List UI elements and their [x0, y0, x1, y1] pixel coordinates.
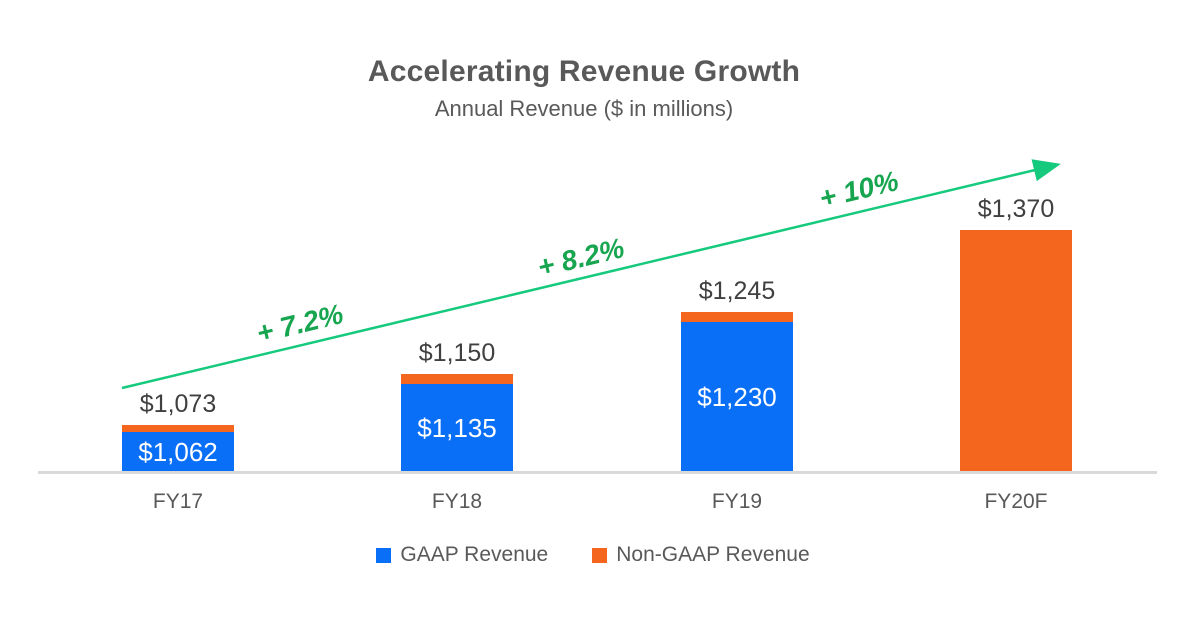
bar-fy20f [960, 229, 1072, 473]
growth-label-fy18-fy19: + 8.2% [534, 232, 628, 283]
category-label-fy19: FY19 [711, 490, 763, 513]
total-value-label: $1,150 [418, 339, 496, 368]
bar-segment-nongaap [122, 425, 234, 433]
category-label-fy20f: FY20F [984, 490, 1048, 513]
bar-fy19: $1,230 [681, 312, 793, 473]
bar-segment-gaap: $1,135 [401, 384, 513, 473]
x-axis-line [38, 471, 1157, 474]
growth-label-fy17-fy18: + 7.2% [253, 298, 347, 349]
legend-item-gaap: GAAP Revenue [376, 543, 548, 567]
bar-segment-nongaap [401, 374, 513, 385]
gaap-value-label: $1,135 [417, 413, 497, 444]
chart-heading: Accelerating Revenue Growth Annual Reven… [0, 54, 1168, 122]
category-label-fy18: FY18 [431, 490, 483, 513]
total-value-label: $1,073 [139, 390, 217, 419]
gaap-legend-label: GAAP Revenue [400, 543, 549, 566]
bar-fy18: $1,135 [401, 374, 513, 473]
legend: GAAP Revenue Non-GAAP Revenue [0, 543, 1186, 567]
nongaap-legend-label: Non-GAAP Revenue [616, 543, 810, 566]
chart-title: Accelerating Revenue Growth [367, 55, 801, 88]
bar-fy17: $1,062 [122, 425, 234, 473]
bar-segment-nongaap [960, 229, 1072, 473]
gaap-value-label: $1,062 [138, 437, 218, 468]
growth-label-fy19-fy20: + 10% [816, 165, 902, 214]
legend-item-nongaap: Non-GAAP Revenue [592, 543, 810, 567]
nongaap-legend-swatch [592, 547, 608, 563]
gaap-legend-swatch [376, 547, 392, 563]
gaap-value-label: $1,230 [697, 381, 777, 412]
total-value-label: $1,245 [698, 277, 776, 306]
category-label-fy17: FY17 [152, 490, 204, 513]
bar-segment-nongaap [681, 312, 793, 322]
chart-subtitle: Annual Revenue ($ in millions) [434, 96, 734, 121]
bar-segment-gaap: $1,062 [122, 432, 234, 473]
bar-segment-gaap: $1,230 [681, 321, 793, 473]
total-value-label: $1,370 [977, 194, 1055, 223]
